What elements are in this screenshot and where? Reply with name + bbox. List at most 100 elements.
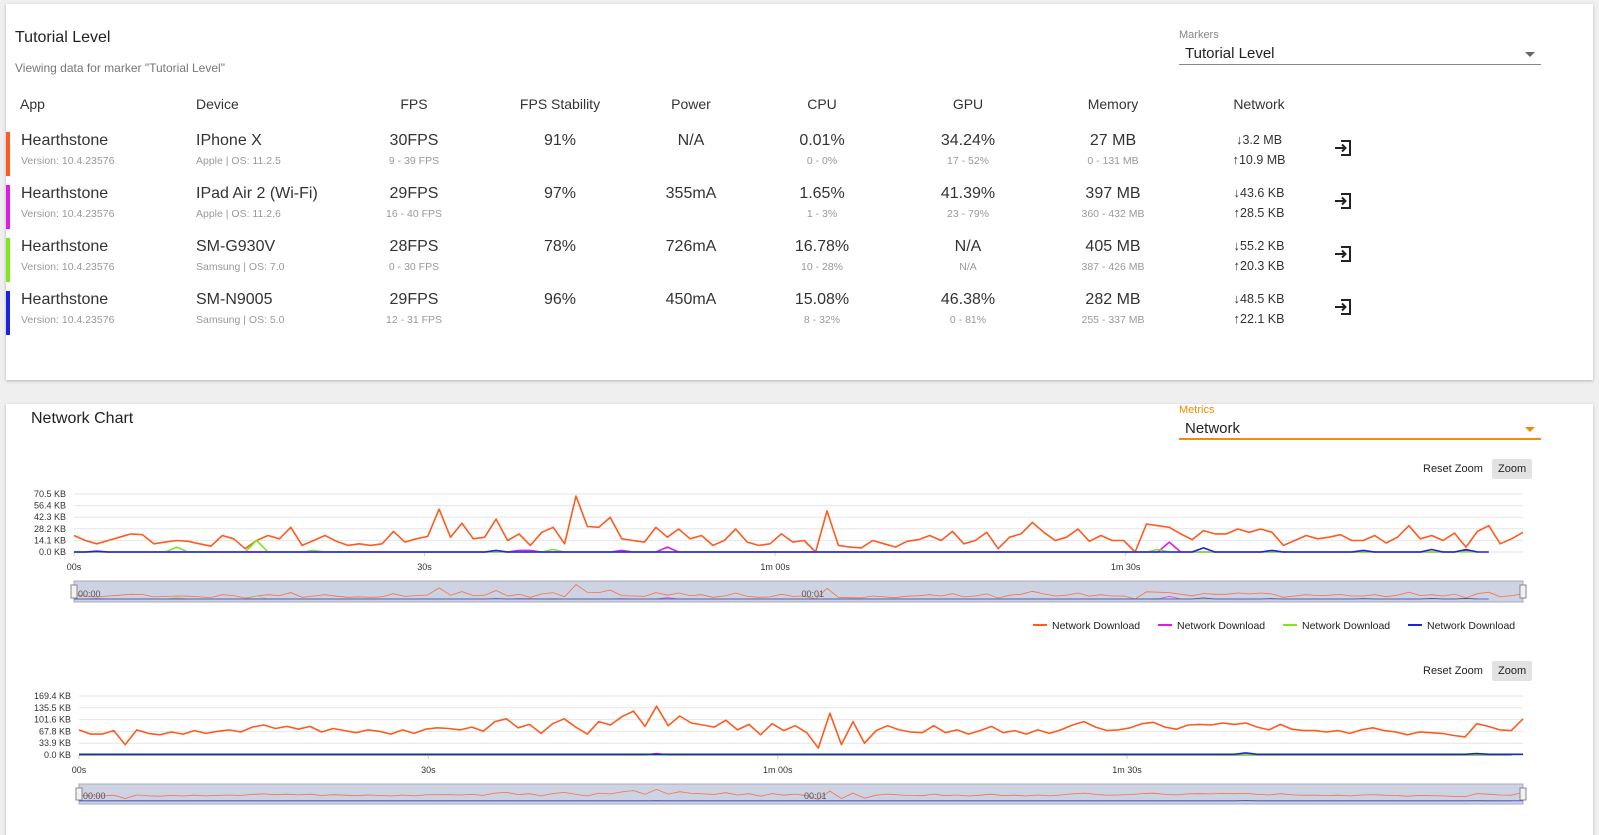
legend-item: Network Download (1427, 620, 1515, 632)
reset-zoom-button[interactable]: Reset Zoom (1423, 463, 1483, 475)
arrow-down-icon: ↓ (1235, 132, 1243, 147)
navigator-time-label: 00:01 (802, 589, 825, 599)
y-tick-label: 0.0 KB (44, 750, 71, 760)
series-line (74, 547, 1489, 553)
series-line (79, 752, 1523, 756)
fps-stability-cell: 97% (544, 185, 576, 203)
x-tick-label: 1m 00s (760, 562, 790, 572)
network-cell: ↓3.2 MB ↑10.9 MB (1232, 130, 1285, 170)
memory-range: 360 - 432 MB (1081, 208, 1145, 220)
table-row: Hearthstone Version: 10.4.23576 SM-G930V Sa… (6, 238, 1593, 286)
y-tick-label: 14.1 KB (34, 535, 66, 545)
network-cell: ↓55.2 KB ↑20.3 KB (1234, 236, 1285, 276)
metrics-select-value[interactable]: Network (1179, 416, 1541, 440)
header-fps-stability: FPS Stability (519, 96, 601, 112)
memory-range: 0 - 131 MB (1087, 155, 1139, 167)
header-fps: FPS (400, 96, 428, 112)
power-value: N/A (677, 132, 705, 149)
x-tick-label: 30s (417, 562, 432, 572)
cpu-range: 10 - 28% (800, 261, 844, 273)
fps-cell: 28FPS 0 - 30 FPS (389, 238, 439, 273)
network-download: 3.2 MB (1242, 133, 1283, 147)
device-name: IPad Air 2 (Wi-Fi) (196, 185, 318, 202)
power-cell: 726mA (666, 238, 717, 256)
markers-select[interactable]: Markers Tutorial Level (1179, 29, 1541, 65)
cpu-value: 15.08% (794, 291, 850, 308)
export-icon[interactable] (1333, 244, 1353, 264)
cpu-cell: 0.01% 0 - 0% (799, 132, 844, 167)
memory-value: 397 MB (1085, 185, 1141, 202)
x-tick-label: 1m 00s (763, 765, 793, 775)
memory-range: 255 - 337 MB (1081, 314, 1145, 326)
arrow-up-icon: ↑ (1232, 152, 1239, 167)
export-icon[interactable] (1333, 138, 1353, 158)
page-title: Tutorial Level (15, 29, 111, 46)
network-download: 48.5 KB (1240, 292, 1285, 306)
header-device: Device (196, 96, 239, 112)
table-row: Hearthstone Version: 10.4.23576 SM-N9005 Sa… (6, 291, 1593, 339)
chevron-down-icon (1525, 52, 1535, 57)
x-tick-label: 00s (72, 765, 87, 775)
device-cell: IPad Air 2 (Wi-Fi) Apple | OS: 11.2.6 (196, 185, 318, 220)
navigator-handle-left (70, 584, 78, 599)
device-info: Samsung | OS: 5.0 (196, 314, 285, 326)
cpu-cell: 1.65% 1 - 3% (799, 185, 844, 220)
cpu-value: 0.01% (799, 132, 845, 149)
gpu-value: 46.38% (940, 291, 996, 308)
gpu-cell: 46.38% 0 - 81% (941, 291, 995, 326)
gpu-range: 0 - 81% (949, 314, 987, 326)
fps-value: 29FPS (389, 291, 439, 308)
app-version: Version: 10.4.23576 (21, 261, 115, 273)
chart-panel-title: Network Chart (31, 410, 134, 427)
memory-range: 387 - 426 MB (1081, 261, 1145, 273)
legend-item: Network Download (1302, 620, 1390, 632)
fps-cell: 30FPS 9 - 39 FPS (389, 132, 439, 167)
cpu-range: 8 - 32% (803, 314, 841, 326)
export-icon[interactable] (1333, 191, 1353, 211)
y-tick-label: 56.4 KB (34, 501, 66, 511)
marker-summary-card: Tutorial Level Viewing data for marker "… (6, 4, 1593, 380)
gpu-range: 17 - 52% (946, 155, 990, 167)
gpu-range: 23 - 79% (946, 208, 990, 220)
zoom-button[interactable]: Zoom (1491, 459, 1533, 479)
arrow-down-icon: ↓ (1233, 291, 1241, 306)
navigator-handle-right (1519, 787, 1527, 801)
app-name: Hearthstone (21, 238, 109, 255)
device-info: Apple | OS: 11.2.6 (196, 208, 281, 220)
fps-value: 28FPS (389, 238, 439, 255)
header-gpu: GPU (952, 96, 984, 112)
power-value: 355mA (665, 185, 717, 202)
network-download: 43.6 KB (1240, 186, 1285, 200)
app-cell: Hearthstone Version: 10.4.23576 (21, 132, 114, 167)
gpu-value: N/A (954, 238, 982, 255)
app-version: Version: 10.4.23576 (21, 155, 115, 167)
fps-cell: 29FPS 16 - 40 FPS (386, 185, 442, 220)
zoom-button[interactable]: Zoom (1491, 661, 1533, 681)
y-tick-label: 70.5 KB (34, 489, 66, 499)
power-value: 450mA (665, 291, 717, 308)
export-icon[interactable] (1333, 297, 1353, 317)
device-name: IPhone X (196, 132, 262, 149)
app-version: Version: 10.4.23576 (21, 208, 115, 220)
header-network: Network (1233, 96, 1285, 112)
network-download: 55.2 KB (1240, 239, 1285, 253)
series-color-stripe (6, 291, 10, 335)
fps-stability-value: 96% (543, 291, 577, 308)
metrics-select[interactable]: Metrics Network (1179, 404, 1541, 440)
y-tick-label: 67.8 KB (39, 726, 71, 736)
power-cell: N/A (678, 132, 705, 150)
series-line (78, 705, 1524, 749)
network-upload: 10.9 MB (1238, 153, 1286, 167)
fps-stability-cell: 96% (544, 291, 576, 309)
network-upload: 20.3 KB (1240, 259, 1285, 273)
markers-select-value[interactable]: Tutorial Level (1179, 41, 1541, 65)
header-power: Power (671, 96, 711, 112)
device-info: Samsung | OS: 7.0 (196, 261, 285, 273)
network-upload: 22.1 KB (1240, 312, 1285, 326)
fps-range: 16 - 40 FPS (385, 208, 443, 220)
network-chart-card: Network Chart Metrics Network Reset Zoom… (6, 404, 1593, 835)
reset-zoom-button[interactable]: Reset Zoom (1423, 665, 1483, 677)
cpu-value: 16.78% (794, 238, 850, 255)
network-cell: ↓48.5 KB ↑22.1 KB (1234, 289, 1285, 329)
